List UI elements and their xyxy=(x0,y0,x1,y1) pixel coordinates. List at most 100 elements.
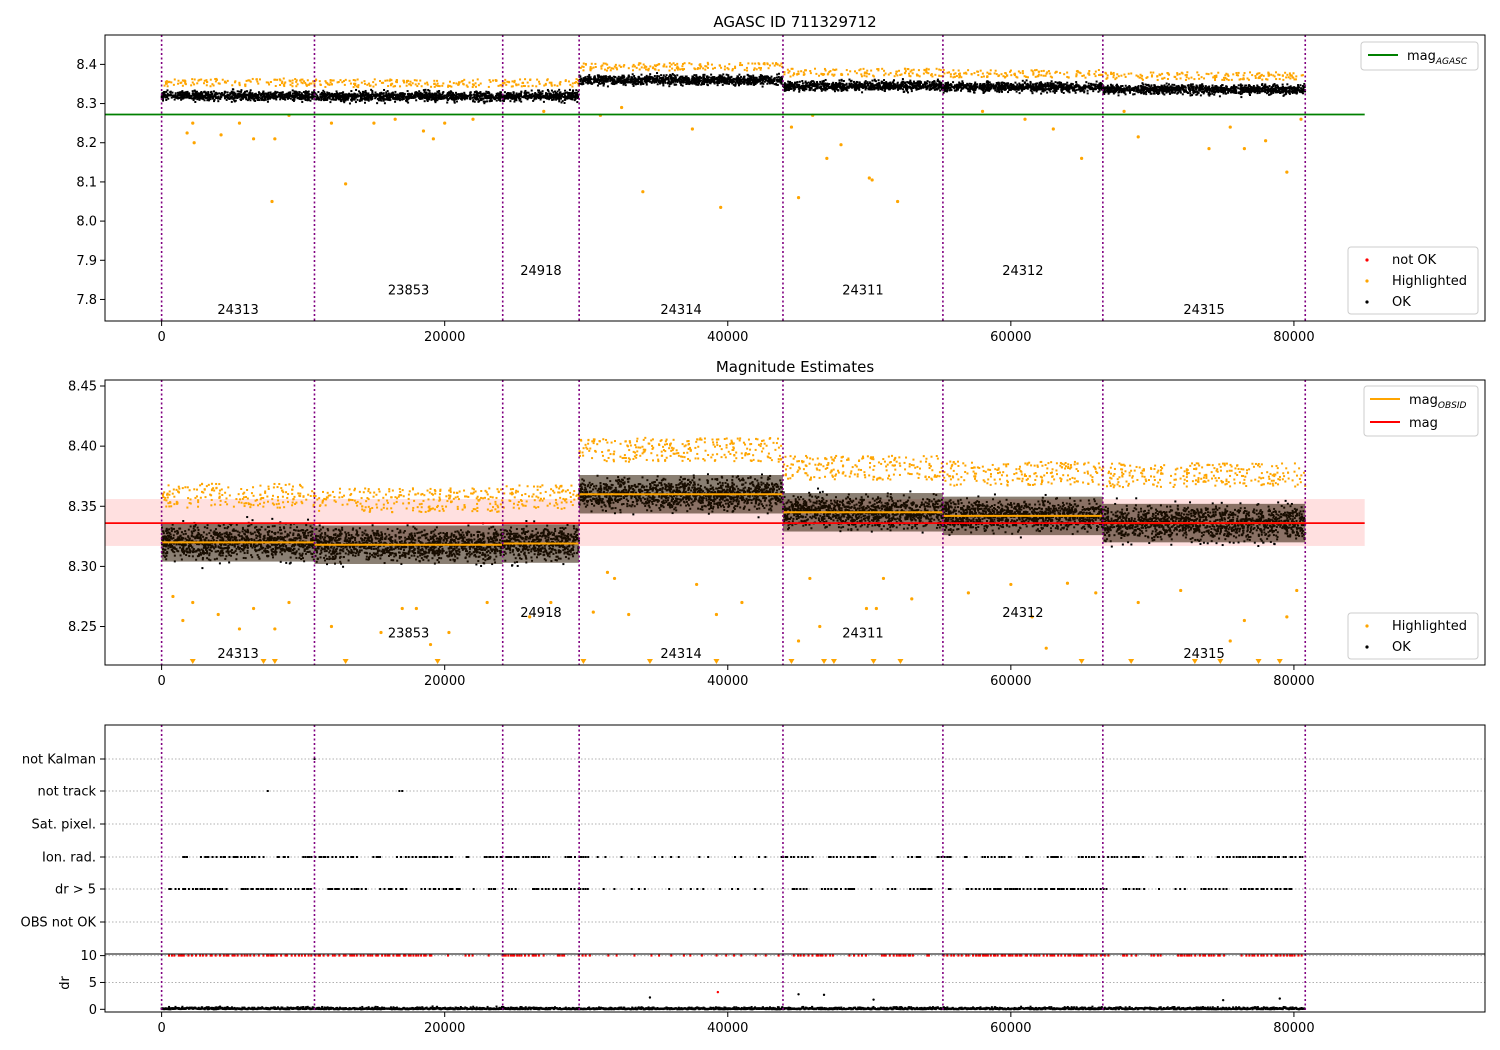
ok-point xyxy=(700,76,703,79)
ok-point xyxy=(501,96,504,99)
ok-points-obsid-24312 xyxy=(942,79,1104,95)
ok-point xyxy=(883,79,886,82)
panel-agasc-title: AGASC ID 711329712 xyxy=(713,13,876,31)
ok-point xyxy=(1083,91,1086,94)
highlighted-point xyxy=(584,63,587,66)
highlighted-point xyxy=(581,65,584,68)
ok-point xyxy=(414,91,417,94)
ok-point xyxy=(570,93,573,96)
highlighted-point xyxy=(668,69,671,72)
ok-point xyxy=(824,89,827,92)
highlighted-point xyxy=(800,70,803,73)
ok-points-obsid-24313 xyxy=(160,88,316,103)
ok-point xyxy=(637,82,640,85)
ok-point xyxy=(403,92,406,95)
ok-point xyxy=(663,80,666,83)
ok-point xyxy=(481,92,484,95)
ok-point xyxy=(884,85,887,88)
ok-point xyxy=(718,78,721,81)
ok-point xyxy=(171,94,174,97)
ok-point xyxy=(712,77,715,80)
ok-point xyxy=(889,84,892,87)
highlighted-point xyxy=(771,62,774,65)
highlighted-point xyxy=(435,84,438,87)
highlighted-point xyxy=(211,83,214,86)
ok-point xyxy=(232,91,235,94)
ok-point xyxy=(309,99,312,102)
ok-point xyxy=(192,93,195,96)
highlighted-point xyxy=(405,84,408,87)
highlighted-point xyxy=(433,82,436,85)
ok-point xyxy=(1093,83,1096,86)
ok-point xyxy=(275,98,278,101)
ok-point xyxy=(481,94,484,97)
ok-point xyxy=(814,87,817,90)
ok-point xyxy=(573,99,576,102)
ok-point xyxy=(536,94,539,97)
ok-point xyxy=(626,77,629,80)
ok-point xyxy=(235,94,238,97)
ok-point xyxy=(470,94,473,97)
ok-point xyxy=(472,99,475,102)
highlighted-point xyxy=(559,83,562,86)
ok-point xyxy=(653,81,656,84)
ok-point xyxy=(178,92,181,95)
ok-point xyxy=(808,88,811,91)
ok-point xyxy=(711,80,714,83)
ok-point xyxy=(783,86,786,89)
ok-point xyxy=(877,79,880,82)
ok-point xyxy=(684,81,687,84)
ok-point xyxy=(400,96,403,99)
ok-point xyxy=(394,94,397,97)
highlighted-point xyxy=(300,81,303,84)
ok-point xyxy=(870,83,873,86)
ok-point xyxy=(1099,81,1102,84)
ok-point xyxy=(294,94,297,97)
ok-point xyxy=(428,98,431,101)
ok-point xyxy=(552,97,555,100)
highlighted-point xyxy=(366,83,369,86)
ok-point xyxy=(355,88,358,91)
ok-point xyxy=(692,78,695,81)
ok-point xyxy=(275,91,278,94)
highlighted-point xyxy=(550,84,553,87)
ok-point xyxy=(203,90,206,93)
ok-point xyxy=(369,93,372,96)
ok-point xyxy=(285,96,288,99)
ok-point xyxy=(841,87,844,90)
ok-point xyxy=(424,97,427,100)
ok-point xyxy=(423,100,426,103)
ok-point xyxy=(388,93,391,96)
ok-point xyxy=(890,82,893,85)
highlighted-point xyxy=(354,82,357,85)
ok-point xyxy=(215,96,218,99)
ok-point xyxy=(426,95,429,98)
ok-point xyxy=(277,93,280,96)
ok-point xyxy=(608,77,611,80)
ok-point xyxy=(887,82,890,85)
ok-point xyxy=(239,95,242,98)
ok-point xyxy=(446,101,449,104)
ok-point xyxy=(390,94,393,97)
ok-point xyxy=(638,80,641,83)
ok-point xyxy=(566,95,569,98)
highlighted-point xyxy=(513,79,516,82)
ok-point xyxy=(876,85,879,88)
ok-point xyxy=(720,81,723,84)
highlighted-point xyxy=(519,78,522,81)
ok-point xyxy=(716,81,719,84)
highlighted-point xyxy=(233,81,236,84)
ok-point xyxy=(877,87,880,90)
ok-point xyxy=(365,93,368,96)
highlighted-point xyxy=(940,75,943,78)
ok-point xyxy=(640,73,643,76)
ok-point xyxy=(319,96,322,99)
ok-point xyxy=(761,78,764,81)
ok-point xyxy=(448,97,451,100)
ok-point xyxy=(491,94,494,97)
ok-point xyxy=(1100,82,1103,85)
ok-point xyxy=(842,89,845,92)
highlighted-point xyxy=(306,79,309,82)
ok-point xyxy=(392,95,395,98)
highlighted-point xyxy=(256,80,259,83)
